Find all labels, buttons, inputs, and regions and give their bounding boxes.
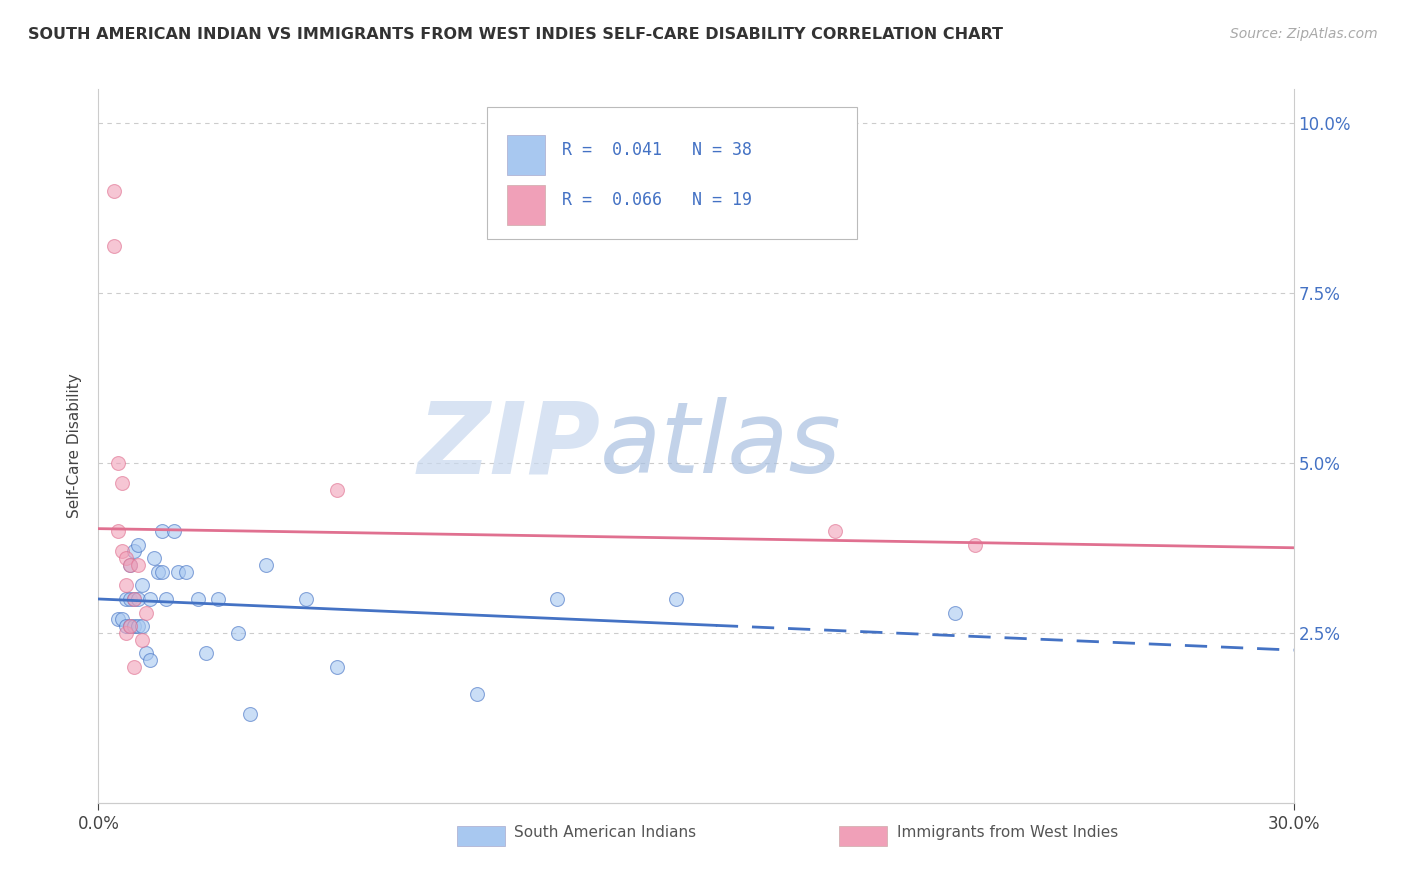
Point — [115, 626, 138, 640]
Point — [155, 591, 177, 606]
Point — [111, 476, 134, 491]
Point — [326, 483, 349, 498]
Text: SOUTH AMERICAN INDIAN VS IMMIGRANTS FROM WEST INDIES SELF-CARE DISABILITY CORREL: SOUTH AMERICAN INDIAN VS IMMIGRANTS FROM… — [28, 27, 1002, 42]
Text: Immigrants from West Indies: Immigrants from West Indies — [897, 824, 1118, 839]
Point — [127, 619, 149, 633]
Bar — [839, 826, 887, 846]
Point — [135, 606, 157, 620]
Point — [148, 565, 170, 579]
Point — [135, 646, 157, 660]
Text: Source: ZipAtlas.com: Source: ZipAtlas.com — [1230, 27, 1378, 41]
Point — [546, 591, 568, 606]
Point — [124, 544, 146, 558]
Point — [665, 591, 688, 606]
Point — [174, 565, 197, 579]
Point — [120, 558, 142, 572]
Point — [131, 632, 153, 647]
Bar — [508, 135, 546, 175]
Point — [107, 524, 129, 538]
Point — [150, 524, 173, 538]
Point — [824, 524, 846, 538]
Bar — [457, 826, 505, 846]
Point — [103, 184, 125, 198]
Point — [111, 544, 134, 558]
Point — [465, 687, 488, 701]
Y-axis label: Self-Care Disability: Self-Care Disability — [67, 374, 83, 518]
Bar — [508, 185, 546, 225]
Point — [120, 558, 142, 572]
Point — [107, 612, 129, 626]
Point — [943, 606, 966, 620]
Point — [187, 591, 209, 606]
Point — [115, 551, 138, 566]
Point — [124, 660, 146, 674]
Point — [131, 578, 153, 592]
Point — [139, 591, 162, 606]
Point — [139, 653, 162, 667]
Point — [226, 626, 249, 640]
Point — [207, 591, 229, 606]
Point — [254, 558, 277, 572]
Point — [120, 591, 142, 606]
Point — [115, 619, 138, 633]
Text: atlas: atlas — [600, 398, 842, 494]
Text: R =  0.041   N = 38: R = 0.041 N = 38 — [562, 141, 752, 159]
Point — [143, 551, 166, 566]
Text: ZIP: ZIP — [418, 398, 600, 494]
FancyBboxPatch shape — [486, 107, 858, 239]
Point — [120, 619, 142, 633]
Point — [124, 591, 146, 606]
Point — [115, 591, 138, 606]
Point — [131, 619, 153, 633]
Point — [120, 619, 142, 633]
Point — [111, 612, 134, 626]
Point — [124, 619, 146, 633]
Point — [127, 558, 149, 572]
Text: South American Indians: South American Indians — [515, 824, 696, 839]
Point — [103, 238, 125, 252]
Point — [127, 591, 149, 606]
Point — [107, 456, 129, 470]
Point — [124, 591, 146, 606]
Point — [294, 591, 316, 606]
Point — [167, 565, 190, 579]
Text: R =  0.066   N = 19: R = 0.066 N = 19 — [562, 191, 752, 209]
Point — [115, 578, 138, 592]
Point — [127, 537, 149, 551]
Point — [150, 565, 173, 579]
Point — [239, 707, 262, 722]
Point — [326, 660, 349, 674]
Point — [963, 537, 986, 551]
Point — [195, 646, 218, 660]
Point — [163, 524, 186, 538]
